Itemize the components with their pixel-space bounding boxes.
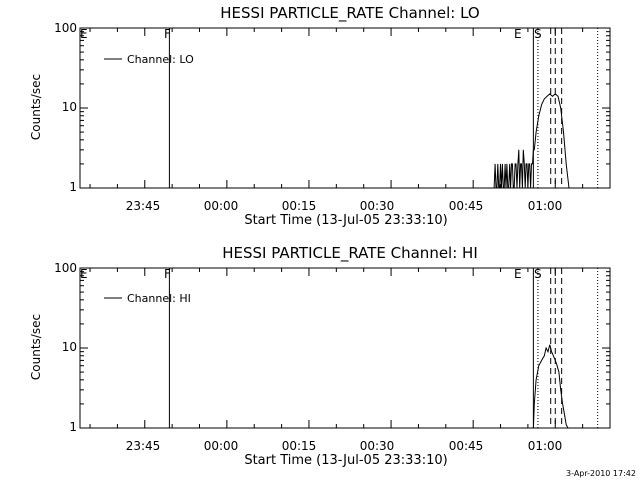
date-stamp: 3-Apr-2010 17:42 — [566, 469, 636, 478]
legend: Channel: HI — [104, 292, 191, 305]
marker-label-e-left: E — [80, 267, 88, 281]
series-line — [532, 344, 569, 429]
y-tick-label: 10 — [62, 340, 77, 354]
series-line — [493, 93, 572, 189]
panel-lo: HESSI PARTICLE_RATE Channel: LO Counts/s… — [29, 4, 611, 228]
y-axis-label: Counts/sec — [29, 314, 43, 380]
y-tick-labels: 100 10 1 — [54, 21, 77, 194]
legend-label: Channel: HI — [127, 292, 191, 305]
x-tick-label: 23:45 — [126, 439, 161, 453]
y-tick-label: 100 — [54, 21, 77, 35]
marker-label-e: E — [514, 27, 522, 41]
chart-title: HESSI PARTICLE_RATE Channel: HI — [222, 244, 478, 263]
x-tick-label: 00:00 — [204, 199, 239, 213]
plot-area — [79, 27, 611, 189]
x-tick-label: 00:15 — [282, 199, 317, 213]
y-axis-label: Counts/sec — [29, 74, 43, 140]
marker-label-f: F — [164, 27, 171, 41]
x-tick-label: 00:30 — [360, 199, 395, 213]
marker-label-e-left: E — [80, 27, 88, 41]
x-tick-label: 00:00 — [204, 439, 239, 453]
x-axis-label: Start Time (13-Jul-05 23:33:10) — [244, 213, 447, 228]
legend: Channel: LO — [104, 53, 194, 66]
y-tick-labels: 100 10 1 — [54, 261, 77, 434]
x-tick-label: 00:15 — [282, 439, 317, 453]
x-tick-label: 00:45 — [449, 199, 484, 213]
x-tick-labels: 23:45 00:00 00:15 00:30 00:45 01:00 — [126, 199, 563, 213]
x-tick-labels: 23:45 00:00 00:15 00:30 00:45 01:00 — [126, 439, 563, 453]
plot-area — [79, 267, 611, 429]
marker-label-f: F — [164, 267, 171, 281]
y-tick-label: 10 — [62, 100, 77, 114]
x-tick-label: 01:00 — [528, 199, 563, 213]
x-tick-label: 01:00 — [528, 439, 563, 453]
chart-title: HESSI PARTICLE_RATE Channel: LO — [220, 4, 479, 23]
y-tick-label: 1 — [69, 420, 77, 434]
panel-hi: HESSI PARTICLE_RATE Channel: HI Counts/s… — [29, 244, 611, 468]
x-tick-label: 00:45 — [449, 439, 484, 453]
y-tick-label: 1 — [69, 180, 77, 194]
x-tick-label: 23:45 — [126, 199, 161, 213]
x-tick-label: 00:30 — [360, 439, 395, 453]
marker-label-e: E — [514, 267, 522, 281]
legend-label: Channel: LO — [127, 53, 194, 66]
y-tick-label: 100 — [54, 261, 77, 275]
x-axis-label: Start Time (13-Jul-05 23:33:10) — [244, 453, 447, 468]
